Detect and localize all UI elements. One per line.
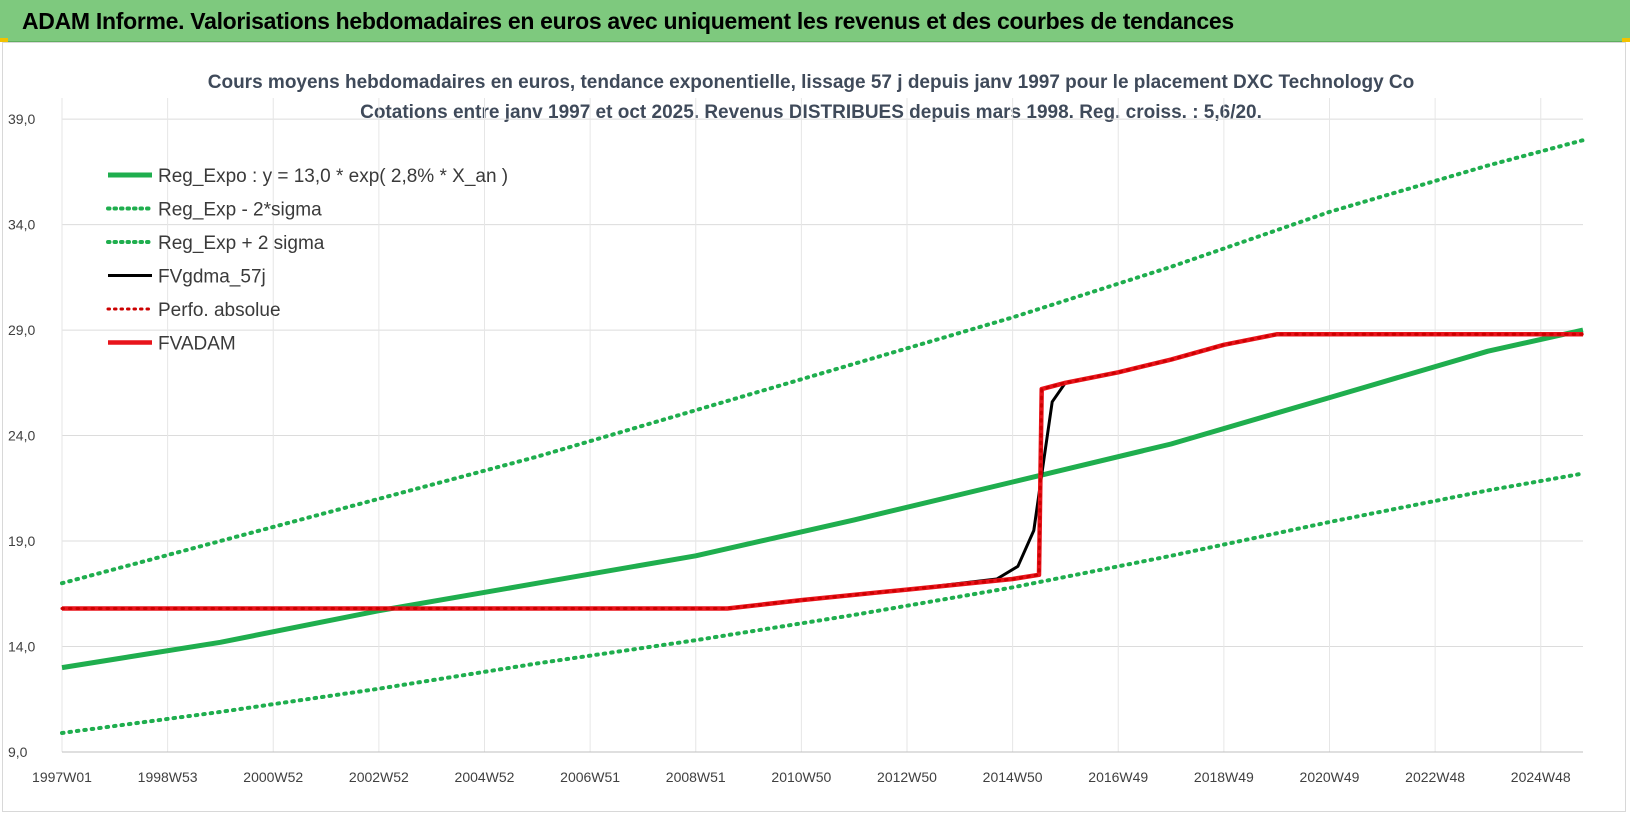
corner-marker-top-right	[1622, 38, 1630, 42]
report-title: ADAM Informe. Valorisations hebdomadaire…	[22, 8, 1234, 34]
x-tick-label: 2020W49	[1300, 769, 1360, 785]
legend-label-1: Reg_Exp - 2*sigma	[158, 200, 322, 221]
x-tick-label: 2006W51	[560, 769, 620, 785]
series-line-4	[60, 332, 1585, 610]
x-tick-label: 2002W52	[349, 769, 409, 785]
report-header-banner: ADAM Informe. Valorisations hebdomadaire…	[0, 0, 1630, 42]
y-tick-label: 24,0	[8, 428, 35, 444]
y-tick-label: 34,0	[8, 217, 35, 233]
series-lines	[60, 138, 1585, 735]
series-line-1	[60, 471, 1585, 735]
x-tick-label: 2004W52	[455, 769, 515, 785]
y-axis: 9,0 14,0 19,0 24,0 29,0 34,0 39,0	[8, 111, 35, 760]
x-tick-label: 2024W48	[1511, 769, 1571, 785]
chart-legend: Reg_Expo : y = 13,0 * exp( 2,8% * X_an )…	[106, 166, 508, 355]
x-tick-label: 2012W50	[877, 769, 937, 785]
legend-label-3: FVgdma_57j	[158, 267, 266, 288]
x-tick-label: 2014W50	[983, 769, 1043, 785]
legend-label-5: FVADAM	[158, 334, 236, 355]
series-line-5	[62, 332, 1583, 611]
legend-label-2: Reg_Exp + 2 sigma	[158, 233, 325, 254]
y-tick-label: 19,0	[8, 533, 35, 549]
x-tick-label: 1997W01	[32, 769, 92, 785]
chart-frame	[2, 42, 1626, 812]
chart-grid	[61, 98, 1583, 753]
x-axis: 1997W01 1998W53 2000W52 2002W52 2004W52 2006W…	[32, 751, 1583, 785]
y-tick-label: 39,0	[8, 111, 35, 127]
legend-label-0: Reg_Expo : y = 13,0 * exp( 2,8% * X_an )	[158, 166, 508, 187]
series-line-3	[62, 332, 1583, 610]
x-tick-label: 2010W50	[771, 769, 831, 785]
series-line-0	[61, 327, 1584, 671]
series-line-2	[60, 138, 1585, 586]
x-tick-label: 2022W48	[1405, 769, 1465, 785]
x-tick-label: 2000W52	[243, 769, 303, 785]
y-tick-label: 14,0	[8, 639, 35, 655]
y-tick-label: 29,0	[8, 322, 35, 338]
corner-marker-top-left	[0, 38, 8, 42]
x-tick-label: 2008W51	[666, 769, 726, 785]
x-tick-label: 2016W49	[1088, 769, 1148, 785]
x-tick-label: 1998W53	[138, 769, 198, 785]
chart-subtitle: Cotations entre janv 1997 et oct 2025. R…	[360, 102, 1262, 123]
chart-title: Cours moyens hebdomadaires en euros, ten…	[208, 72, 1415, 93]
y-tick-label: 9,0	[8, 744, 28, 760]
legend-label-4: Perfo. absolue	[158, 300, 281, 321]
x-tick-label: 2018W49	[1194, 769, 1254, 785]
